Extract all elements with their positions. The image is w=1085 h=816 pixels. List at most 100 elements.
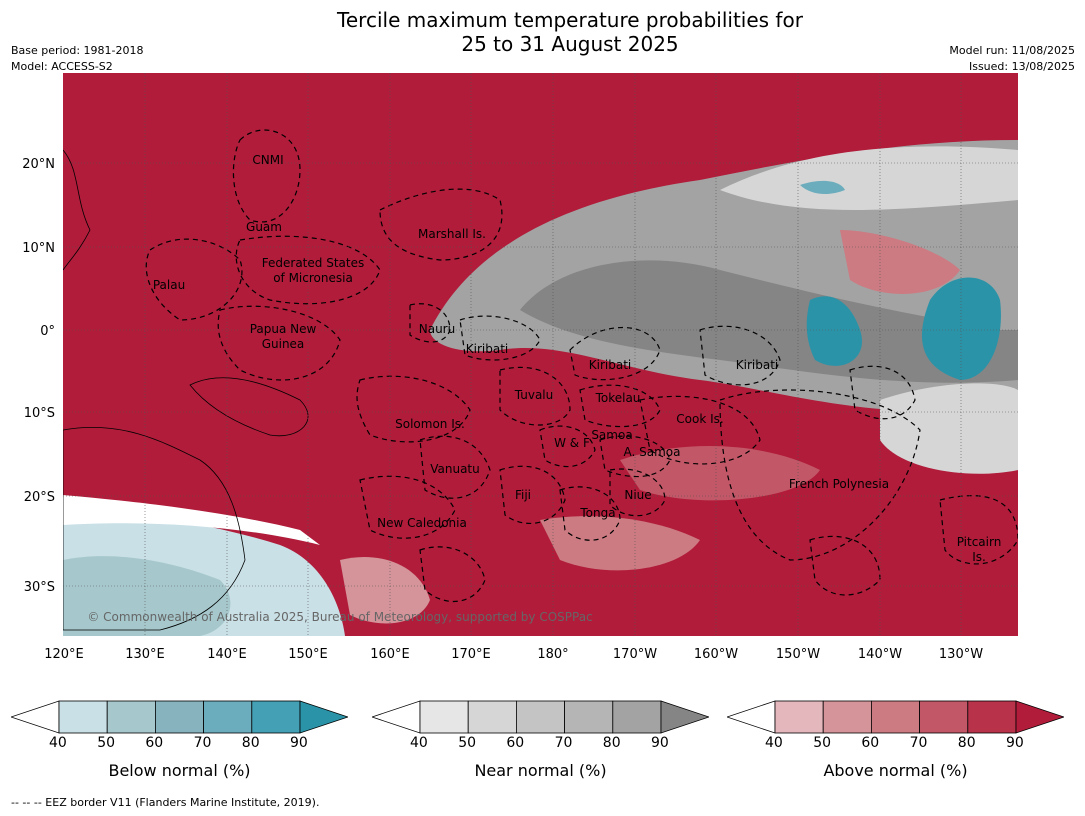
label-new-caledonia: New Caledonia <box>377 516 467 530</box>
near-normal-east <box>880 383 1018 474</box>
label-kiribati-3: Kiribati <box>736 358 778 372</box>
colorbar-min-extend <box>727 700 776 734</box>
colorbar-min-extend <box>372 700 421 734</box>
chart-title: Tercile maximum temperature probabilitie… <box>0 8 1085 56</box>
colorbar-swatch <box>612 700 662 734</box>
colorbar-swatch <box>58 700 108 734</box>
colorbar-swatches <box>11 700 348 734</box>
below-normal-patch-2 <box>921 277 1001 380</box>
lon-tick: 150°E <box>288 647 328 662</box>
label-niue: Niue <box>624 488 651 502</box>
colorbar-1: 40 50 60 70 80 90 Below normal (%) <box>11 700 348 790</box>
colorbar-tick: 80 <box>241 735 260 751</box>
below-normal-southwest-core <box>63 556 231 636</box>
lon-tick: 130°W <box>939 647 983 662</box>
colorbar-swatch <box>919 700 969 734</box>
colorbar-tick: 50 <box>97 735 116 751</box>
colorbar-2: 40 50 60 70 80 90 Near normal (%) <box>372 700 709 790</box>
label-tuvalu: Tuvalu <box>514 388 554 402</box>
near-normal-north <box>720 146 1018 210</box>
colorbar-tick: 50 <box>813 735 832 751</box>
colorbar-tick: 60 <box>861 735 880 751</box>
label-fiji: Fiji <box>515 488 531 502</box>
lon-tick: 160°W <box>694 647 738 662</box>
white-band <box>63 495 320 545</box>
meta-right: Model run: 11/08/2025 Issued: 13/08/2025 <box>949 43 1075 75</box>
lon-ticks: 120°E 130°E 140°E 150°E 160°E 170°E 180°… <box>44 647 983 662</box>
colorbar-swatch <box>419 700 469 734</box>
above-normal-patch <box>840 230 960 294</box>
lon-tick: 140°W <box>858 647 902 662</box>
lon-tick: 170°E <box>451 647 491 662</box>
lat-tick: 30°S <box>24 580 55 595</box>
label-kiribati-1: Kiribati <box>466 342 508 356</box>
colorbar-swatches <box>372 700 709 734</box>
colorbar-tick: 50 <box>458 735 477 751</box>
colorbar-swatch <box>967 700 1017 734</box>
label-vanuatu: Vanuatu <box>430 462 480 476</box>
colorbar-swatch <box>467 700 517 734</box>
colorbar-swatch <box>154 700 204 734</box>
label-png-1: Papua New <box>250 322 317 336</box>
label-cook: Cook Is. <box>676 412 723 426</box>
colorbar-swatch <box>106 700 156 734</box>
copyright-text: © Commonwealth of Australia 2025, Bureau… <box>87 610 592 624</box>
graticule <box>63 73 1018 636</box>
label-nauru: Nauru <box>419 322 455 336</box>
colorbar-swatch <box>822 700 872 734</box>
lon-tick: 170°W <box>613 647 657 662</box>
colorbar-tick: 40 <box>410 735 428 751</box>
below-normal-patch-3 <box>800 180 845 195</box>
lat-tick: 0° <box>40 324 55 339</box>
label-guam: Guam <box>246 220 282 234</box>
colorbar-swatch <box>203 700 253 734</box>
colorbar-tick: 80 <box>602 735 621 751</box>
lon-tick: 120°E <box>44 647 84 662</box>
colorbar-tick: 60 <box>145 735 164 751</box>
colorbar-min-extend <box>11 700 60 734</box>
probability-map: CNMI Guam Marshall Is. Federated States … <box>22 73 1018 662</box>
colorbar-swatch <box>774 700 824 734</box>
philippines-outline <box>63 149 91 271</box>
colorbar-swatch <box>251 700 301 734</box>
label-pitcairn-2: Is. <box>972 550 986 564</box>
australia-outline <box>63 427 246 631</box>
colorbar-tick: 70 <box>193 735 212 751</box>
colorbar-tick: 90 <box>651 735 669 751</box>
eez-borders <box>145 129 1018 603</box>
colorbar-title: Above normal (%) <box>823 761 968 780</box>
label-wallis: W & F <box>554 436 590 450</box>
new-guinea-outline <box>189 377 309 437</box>
lat-tick: 10°N <box>22 241 55 256</box>
colorbar-swatch <box>515 700 565 734</box>
title-line-1: Tercile maximum temperature probabilitie… <box>337 8 803 32</box>
footer-note: -- -- -- EEZ border V11 (Flanders Marine… <box>11 796 320 809</box>
label-tonga: Tonga <box>579 506 615 520</box>
colorbar-tick: 90 <box>290 735 308 751</box>
colorbar-3: 40 50 60 70 80 90 Above normal (%) <box>727 700 1064 790</box>
issued-date: Issued: 13/08/2025 <box>968 60 1075 73</box>
colorbar-max-extend <box>1015 700 1064 734</box>
colorbar-tick: 90 <box>1006 735 1024 751</box>
lat-tick: 20°N <box>22 157 55 172</box>
colorbar-title: Below normal (%) <box>108 761 251 780</box>
colorbar-title: Near normal (%) <box>474 761 607 780</box>
label-palau: Palau <box>153 278 185 292</box>
colorbar-swatch <box>870 700 920 734</box>
title-line-2: 25 to 31 August 2025 <box>461 32 679 56</box>
colorbar-tick: 40 <box>49 735 67 751</box>
label-tokelau: Tokelau <box>595 391 641 405</box>
lon-tick: 140°E <box>207 647 247 662</box>
region-labels: CNMI Guam Marshall Is. Federated States … <box>153 153 1001 564</box>
label-am-samoa: A. Samoa <box>624 445 681 459</box>
lon-tick: 160°E <box>370 647 410 662</box>
label-kiribati-2: Kiribati <box>589 358 631 372</box>
colorbar-tick: 70 <box>909 735 928 751</box>
above-normal-light-patch-2 <box>540 516 700 571</box>
colorbar-max-extend <box>660 700 709 734</box>
label-fsm-2: of Micronesia <box>273 271 353 285</box>
label-samoa: Samoa <box>591 428 632 442</box>
label-marshall: Marshall Is. <box>418 227 486 241</box>
lon-tick: 150°W <box>776 647 820 662</box>
lon-tick: 180° <box>537 647 568 662</box>
